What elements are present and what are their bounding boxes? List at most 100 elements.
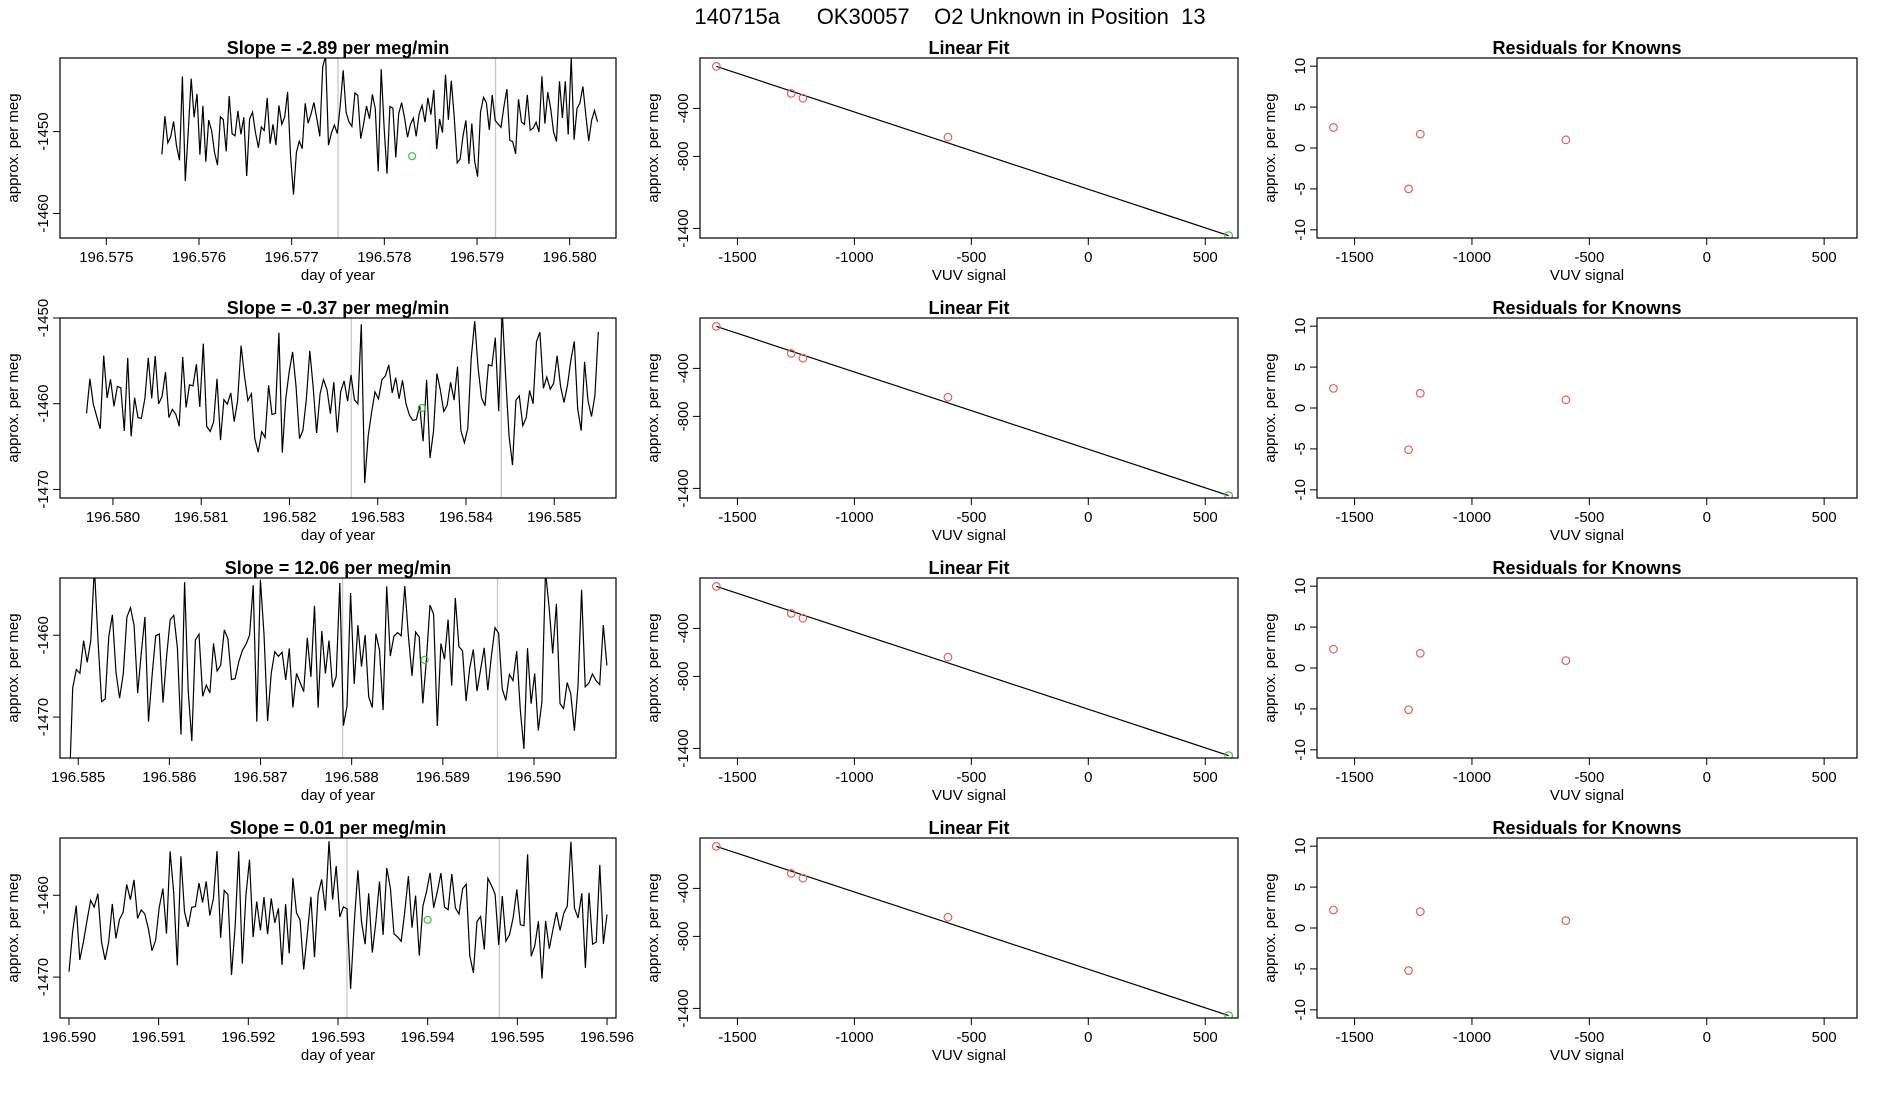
x-tick-label: -1500 — [718, 1029, 756, 1046]
y-tick-label: -800 — [675, 661, 692, 691]
x-axis-label: VUV signal — [932, 787, 1006, 804]
x-axis-label: VUV signal — [932, 527, 1006, 544]
x-tick-label: 196.588 — [325, 769, 379, 786]
known-point — [711, 842, 721, 851]
y-tick-label: 10 — [1292, 838, 1309, 855]
plot-area — [711, 62, 1234, 238]
y-tick-label: -5 — [1292, 702, 1309, 715]
plot-area — [1329, 644, 1571, 715]
x-tick-label: -1000 — [1453, 769, 1491, 786]
y-axis-label: approx. per meg — [5, 353, 22, 462]
plot-panel-11: Residuals for Knowns -1500 -1000 -500 0 500 10… — [1262, 818, 1858, 1064]
y-tick-label: -1460 — [35, 385, 52, 423]
x-tick-label: -1000 — [835, 509, 873, 526]
x-tick-label: 500 — [1812, 1029, 1837, 1046]
y-tick-label: -10 — [1292, 739, 1309, 761]
data-series-line — [68, 841, 608, 989]
y-axis-label: approx. per meg — [5, 873, 22, 982]
y-axis-label: approx. per meg — [5, 613, 22, 722]
x-tick-label: 196.576 — [172, 249, 226, 266]
y-tick-label: -1470 — [35, 958, 52, 996]
plot-area — [1329, 123, 1571, 194]
x-tick-label: 196.594 — [401, 1029, 455, 1046]
known-point — [786, 609, 796, 618]
x-tick-label: 0 — [1703, 1029, 1711, 1046]
y-axis-label: approx. per meg — [645, 353, 662, 462]
x-tick-label: -1000 — [1453, 509, 1491, 526]
x-tick-label: 196.575 — [79, 249, 133, 266]
x-tick-label: 500 — [1193, 249, 1218, 266]
unknown-point — [420, 655, 429, 664]
x-tick-label: 500 — [1193, 1029, 1218, 1046]
known-point — [798, 353, 808, 363]
x-tick-label: -1500 — [718, 249, 756, 266]
plot-title: Residuals for Knowns — [1492, 558, 1681, 578]
x-tick-label: 196.592 — [221, 1029, 275, 1046]
plot-title: Slope = 12.06 per meg/min — [225, 558, 452, 578]
x-axis-label: VUV signal — [1550, 267, 1624, 284]
fit-line — [716, 325, 1229, 497]
y-tick-label: -10 — [1292, 479, 1309, 501]
known-point — [1415, 388, 1425, 398]
x-axis-label: day of year — [301, 787, 375, 804]
x-tick-label: -500 — [1574, 1029, 1604, 1046]
x-axis-label: VUV signal — [932, 1047, 1006, 1064]
x-tick-label: 500 — [1812, 769, 1837, 786]
plot-title: Linear Fit — [928, 558, 1009, 578]
plot-frame — [699, 837, 1239, 1019]
x-tick-label: 0 — [1084, 769, 1092, 786]
x-tick-label: 0 — [1084, 1029, 1092, 1046]
y-tick-label: -5 — [1292, 442, 1309, 455]
plot-frame — [1316, 837, 1858, 1019]
y-tick-label: -1450 — [35, 299, 52, 337]
plot-area — [161, 58, 599, 238]
y-tick-label: -1470 — [35, 470, 52, 508]
x-tick-label: -500 — [1574, 769, 1604, 786]
plot-frame — [1316, 577, 1858, 759]
y-tick-label: 10 — [1292, 318, 1309, 335]
plot-frame — [59, 577, 617, 759]
unknown-point — [1224, 491, 1234, 498]
unknown-point — [423, 915, 432, 924]
known-point — [1329, 644, 1338, 654]
plot-panel-9: Residuals for Knowns -1500 -1000 -500 0 500 10… — [1262, 298, 1858, 544]
known-point — [711, 582, 721, 591]
known-point — [943, 132, 953, 142]
plot-area — [68, 838, 608, 1018]
x-tick-label: 196.577 — [265, 249, 319, 266]
x-tick-label: 196.596 — [580, 1029, 634, 1046]
x-tick-label: -500 — [956, 509, 986, 526]
unknown-point — [1224, 751, 1234, 758]
y-tick-label: 0 — [1292, 924, 1309, 932]
plot-frame — [1316, 317, 1858, 499]
y-tick-label: 10 — [1292, 58, 1309, 75]
known-point — [786, 869, 796, 878]
plot-panel-2: Slope = 12.06 per meg/min 196.585 196.586 1… — [5, 558, 617, 804]
x-tick-label: 500 — [1193, 769, 1218, 786]
x-tick-label: 196.595 — [490, 1029, 544, 1046]
known-point — [1404, 445, 1413, 455]
plot-title: Linear Fit — [928, 38, 1009, 58]
x-tick-label: -1000 — [1453, 249, 1491, 266]
plot-title: Slope = -0.37 per meg/min — [227, 298, 450, 318]
known-point — [943, 652, 953, 662]
x-tick-label: -500 — [1574, 249, 1604, 266]
plot-panel-1: Slope = -0.37 per meg/min 196.580 196.581 1… — [5, 298, 617, 544]
plot-area — [85, 318, 599, 498]
y-tick-label: -1400 — [675, 209, 692, 247]
x-tick-label: -1500 — [1335, 769, 1373, 786]
fit-line — [716, 585, 1229, 757]
x-tick-label: -1000 — [835, 249, 873, 266]
x-axis-label: VUV signal — [1550, 1047, 1624, 1064]
x-tick-label: -1000 — [835, 769, 873, 786]
x-tick-label: 196.590 — [42, 1029, 96, 1046]
y-tick-label: -5 — [1292, 182, 1309, 195]
fit-line — [716, 845, 1229, 1017]
y-tick-label: -800 — [675, 401, 692, 431]
plot-area — [711, 582, 1234, 758]
x-tick-label: 196.589 — [416, 769, 470, 786]
y-tick-label: -5 — [1292, 962, 1309, 975]
known-point — [1404, 184, 1413, 194]
plot-title: Residuals for Knowns — [1492, 818, 1681, 838]
unknown-point — [417, 403, 426, 413]
